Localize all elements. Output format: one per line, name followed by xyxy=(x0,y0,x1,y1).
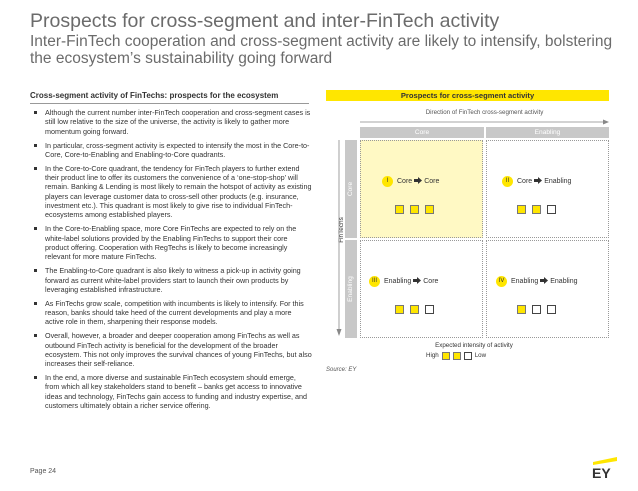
quadrant-enabling-enabling: IV Enabling Enabling xyxy=(486,240,609,338)
intensity-box-empty xyxy=(547,305,556,314)
intensity-box-empty xyxy=(425,305,434,314)
intensity-rating xyxy=(395,205,434,214)
intensity-box-filled xyxy=(517,305,526,314)
page-number: Page 24 xyxy=(30,468,57,475)
direction-label: Direction of FinTech cross-segment activ… xyxy=(425,109,544,116)
intensity-rating xyxy=(395,305,434,314)
legend-high-label: High xyxy=(426,352,439,359)
page-title: Prospects for cross-segment and inter-Fi… xyxy=(30,10,500,32)
quadrant-from: Enabling xyxy=(384,278,412,285)
bullet-item: As FinTechs grow scale, competition with… xyxy=(30,299,312,327)
bullet-item: Overall, however, a broader and deeper c… xyxy=(30,331,312,368)
quadrant-number-badge: II xyxy=(502,176,513,187)
row-header-core: Core xyxy=(345,140,357,238)
intensity-box-empty xyxy=(532,305,541,314)
quadrant-from: Enabling xyxy=(511,278,539,285)
section-divider xyxy=(30,103,309,104)
quadrant-core-enabling: II Core Enabling xyxy=(486,140,609,238)
row-header-enabling: Enabling xyxy=(345,240,357,338)
svg-text:EY: EY xyxy=(592,465,611,480)
quadrant-to: Core xyxy=(424,178,440,185)
intensity-box-filled xyxy=(410,305,419,314)
bullet-item: The Enabling-to-Core quadrant is also li… xyxy=(30,266,312,294)
legend-low-label: Low xyxy=(474,352,487,359)
legend-swatch-low xyxy=(463,351,472,360)
quadrant-number-badge: III xyxy=(369,276,380,287)
right-arrow-icon xyxy=(540,277,549,284)
ey-logo: EY xyxy=(592,457,617,480)
source-note: Source: EY xyxy=(326,367,357,373)
quadrant-core-core: I Core Core xyxy=(360,140,483,238)
quadrant-label: Enabling Core xyxy=(384,277,438,286)
bullet-item: In the Core-to-Core quadrant, the tenden… xyxy=(30,164,312,220)
intensity-box-empty xyxy=(547,205,556,214)
intensity-box-filled xyxy=(425,205,434,214)
row-header-core-label: Core xyxy=(347,181,354,197)
quadrant-number-badge: I xyxy=(382,176,393,187)
bullet-item: In the Core-to-Enabling space, more Core… xyxy=(30,224,312,261)
intensity-rating xyxy=(517,305,556,314)
quadrant-label: Core Enabling xyxy=(517,177,571,186)
legend-swatch-high xyxy=(441,351,450,360)
intensity-legend-title: Expected intensity of activity xyxy=(435,342,513,349)
quadrant-from: Core xyxy=(517,178,533,185)
intensity-box-filled xyxy=(517,205,526,214)
quadrant-label: Core Core xyxy=(397,177,439,186)
right-arrow-icon xyxy=(534,177,543,184)
matrix-header: Prospects for cross-segment activity xyxy=(326,90,609,101)
column-header-core: Core xyxy=(360,127,484,138)
quadrant-number-badge: IV xyxy=(496,276,507,287)
bullet-list: Although the current number inter-FinTec… xyxy=(30,108,312,415)
page-subtitle: Inter-FinTech cooperation and cross-segm… xyxy=(30,33,613,67)
quadrant-enabling-core: III Enabling Core xyxy=(360,240,483,338)
quadrant-from: Core xyxy=(397,178,413,185)
intensity-box-filled xyxy=(395,205,404,214)
fintechs-arrow-icon xyxy=(336,140,342,336)
intensity-rating xyxy=(517,205,556,214)
bullet-item: Although the current number inter-FinTec… xyxy=(30,108,312,136)
intensity-legend: High Low xyxy=(426,351,486,360)
intensity-box-filled xyxy=(395,305,404,314)
quadrant-to: Core xyxy=(423,278,439,285)
quadrant-to: Enabling xyxy=(544,178,572,185)
bullet-item: In the end, a more diverse and sustainab… xyxy=(30,373,312,410)
intensity-box-filled xyxy=(410,205,419,214)
quadrant-label: Enabling Enabling xyxy=(511,277,578,286)
direction-arrow-icon xyxy=(360,119,609,125)
right-arrow-icon xyxy=(413,277,422,284)
intensity-box-filled xyxy=(532,205,541,214)
column-header-enabling: Enabling xyxy=(486,127,609,138)
section-heading: Cross-segment activity of FinTechs: pros… xyxy=(30,91,279,100)
right-arrow-icon xyxy=(414,177,423,184)
row-header-enabling-label: Enabling xyxy=(347,276,354,302)
legend-swatch-mid xyxy=(452,351,461,360)
bullet-item: In particular, cross-segment activity is… xyxy=(30,141,312,160)
quadrant-to: Enabling xyxy=(550,278,578,285)
